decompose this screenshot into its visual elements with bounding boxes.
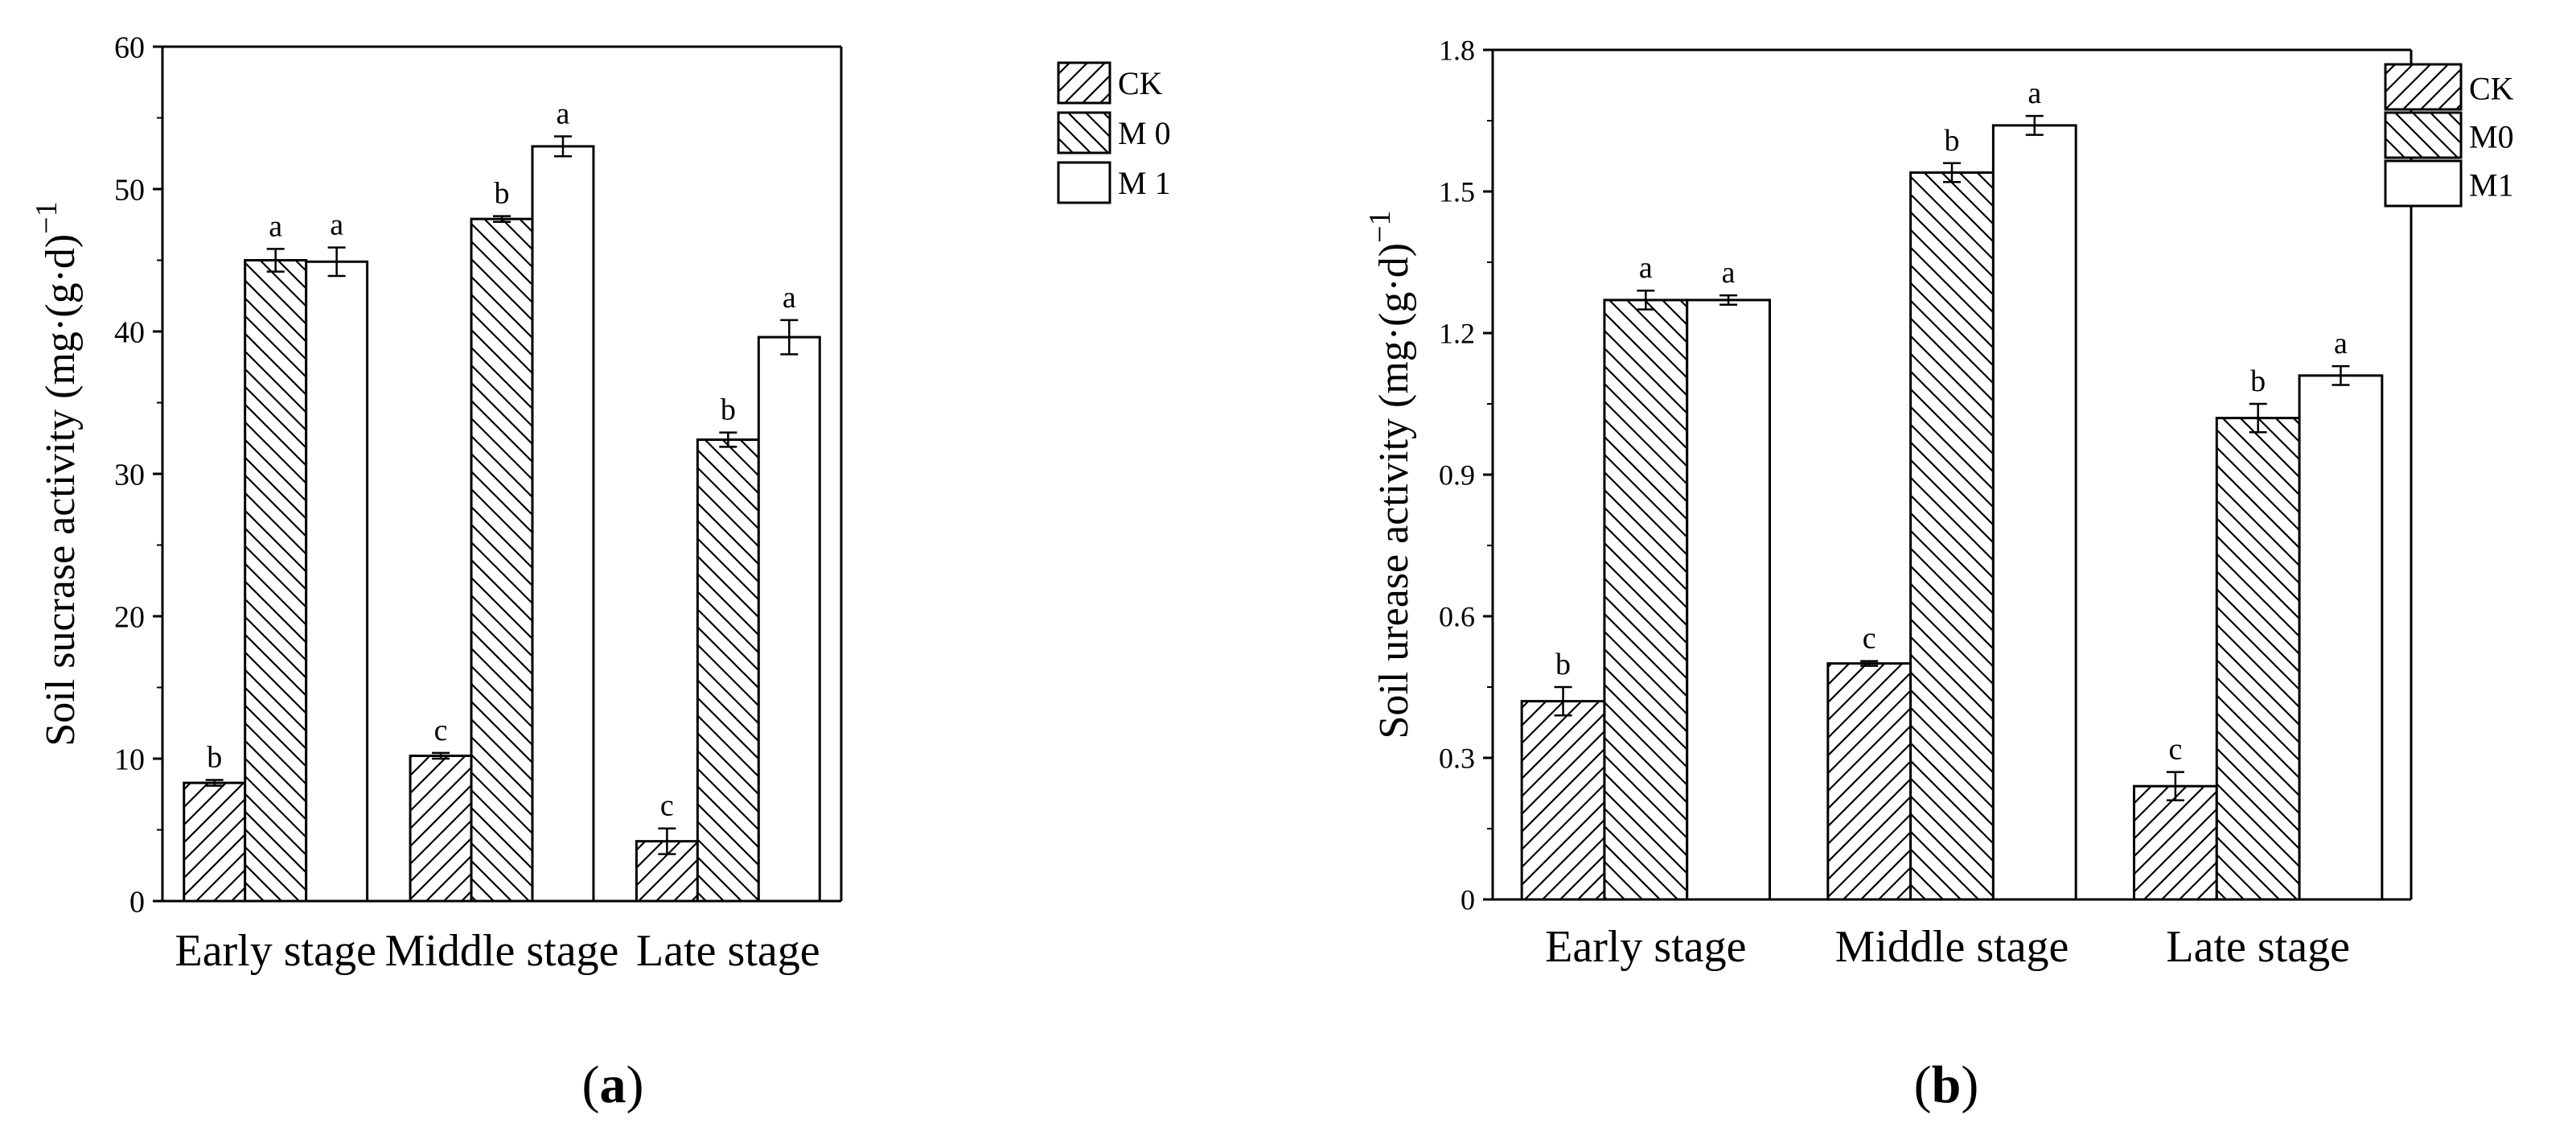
legend-label: M1 xyxy=(2469,167,2514,204)
bar-ck-1 xyxy=(1826,662,1912,901)
bar-m1-0 xyxy=(305,260,369,903)
legend-swatch xyxy=(1057,61,1111,105)
significance-letter: a xyxy=(1722,256,1736,290)
significance-letter: c xyxy=(434,714,448,747)
bar-ck-2 xyxy=(2132,784,2218,901)
y-axis-label-text: Soil urease activity (mg·(g·d) xyxy=(1371,243,1417,739)
y-axis-label-text: Soil sucrase activity (mg·(g·d) xyxy=(38,234,84,747)
legend-label: M 1 xyxy=(1118,165,1171,201)
legend-label: CK xyxy=(2469,71,2514,107)
significance-letter: a xyxy=(269,209,282,243)
bar-m1-0 xyxy=(1686,298,1772,901)
significance-letter: a xyxy=(557,97,570,131)
significance-letter: a xyxy=(783,281,796,315)
y-tick-label: 1.5 xyxy=(1439,176,1475,208)
significance-letter: b xyxy=(721,393,736,427)
significance-letter: b xyxy=(495,177,510,211)
x-category-label: Middle stage xyxy=(1835,922,2069,972)
significance-letter: b xyxy=(207,741,222,775)
significance-letter: c xyxy=(660,789,674,823)
x-category-label: Late stage xyxy=(636,926,820,976)
y-tick-label: 0.6 xyxy=(1439,601,1475,633)
y-tick-label: 40 xyxy=(114,315,145,349)
significance-letter: c xyxy=(2168,733,2182,767)
significance-letter: b xyxy=(1555,648,1571,681)
panel-label: (a) xyxy=(582,1056,644,1114)
y-tick-label: 20 xyxy=(114,600,145,634)
y-tick-label: 0.9 xyxy=(1439,459,1475,492)
bar-m1-2 xyxy=(2298,374,2384,901)
significance-letter: c xyxy=(1863,622,1876,656)
bar-m0-1 xyxy=(1909,171,1995,901)
bar-m0-0 xyxy=(1603,298,1689,901)
significance-letter: b xyxy=(1945,124,1960,158)
bar-m0-2 xyxy=(696,438,760,903)
panel-label: (b) xyxy=(1914,1056,1979,1114)
bar-ck-1 xyxy=(409,754,473,903)
y-axis-label: Soil sucrase activity (mg·(g·d)−1 xyxy=(30,201,84,746)
panel-letter: a xyxy=(600,1056,627,1114)
y-tick-label: 30 xyxy=(114,458,145,492)
legend: CK M0 M1 xyxy=(2384,63,2514,208)
legend-label: M0 xyxy=(2469,119,2514,155)
x-category-label: Late stage xyxy=(2166,922,2350,972)
significance-letter: a xyxy=(330,208,343,242)
panel-close-paren: ) xyxy=(1961,1056,1978,1114)
legend-swatch xyxy=(2384,111,2463,159)
y-tick-label: 50 xyxy=(114,173,145,207)
y-tick-label: 10 xyxy=(114,743,145,776)
legend-swatch xyxy=(1057,111,1111,154)
panel-close-paren: ) xyxy=(627,1056,644,1114)
y-tick-label: 1.8 xyxy=(1439,35,1475,67)
x-category-label: Early stage xyxy=(1545,922,1746,972)
y-axis-label-superscript: −1 xyxy=(1363,210,1397,242)
bar-m0-0 xyxy=(244,259,308,903)
legend-swatch xyxy=(1057,161,1111,204)
y-axis-label-superscript: −1 xyxy=(30,201,64,233)
bar-m1-1 xyxy=(531,145,595,903)
bar-ck-0 xyxy=(1520,700,1606,901)
bar-m1-2 xyxy=(757,335,821,903)
significance-letter: a xyxy=(2334,327,2348,360)
panel-letter: b xyxy=(1932,1056,1962,1114)
x-category-label: Middle stage xyxy=(385,926,619,976)
bar-ck-0 xyxy=(183,781,247,903)
y-tick-label: 0 xyxy=(129,885,145,919)
y-tick-label: 60 xyxy=(114,31,145,64)
legend-swatch xyxy=(2384,63,2463,111)
y-tick-label: 0.3 xyxy=(1439,743,1475,775)
panel-open-paren: ( xyxy=(1914,1056,1932,1114)
significance-letter: b xyxy=(2250,364,2266,398)
chart-panel-b: 0 0.3 0.6 0.9 1.2 1.5 1.8 b c c a b b a a a Early stage M… xyxy=(1363,35,2514,1114)
bar-m1-1 xyxy=(1991,124,2077,901)
significance-letter: a xyxy=(1639,251,1653,285)
bar-m0-1 xyxy=(470,217,534,903)
y-tick-label: 1.2 xyxy=(1439,318,1475,350)
legend: CK M 0 M 1 xyxy=(1057,61,1171,204)
legend-swatch xyxy=(2384,159,2463,208)
legend-label: M 0 xyxy=(1118,115,1171,151)
x-category-label: Early stage xyxy=(175,926,376,976)
legend-label: CK xyxy=(1118,65,1163,101)
chart-panel-a: 0 10 20 30 40 50 60 b c c a b b a a a Early stage Middle … xyxy=(30,31,1171,1114)
panel-open-paren: ( xyxy=(582,1056,600,1114)
y-axis-label: Soil urease activity (mg·(g·d)−1 xyxy=(1363,210,1417,739)
bar-m0-2 xyxy=(2215,417,2301,901)
y-tick-label: 0 xyxy=(1461,884,1475,916)
significance-letter: a xyxy=(2028,76,2041,110)
